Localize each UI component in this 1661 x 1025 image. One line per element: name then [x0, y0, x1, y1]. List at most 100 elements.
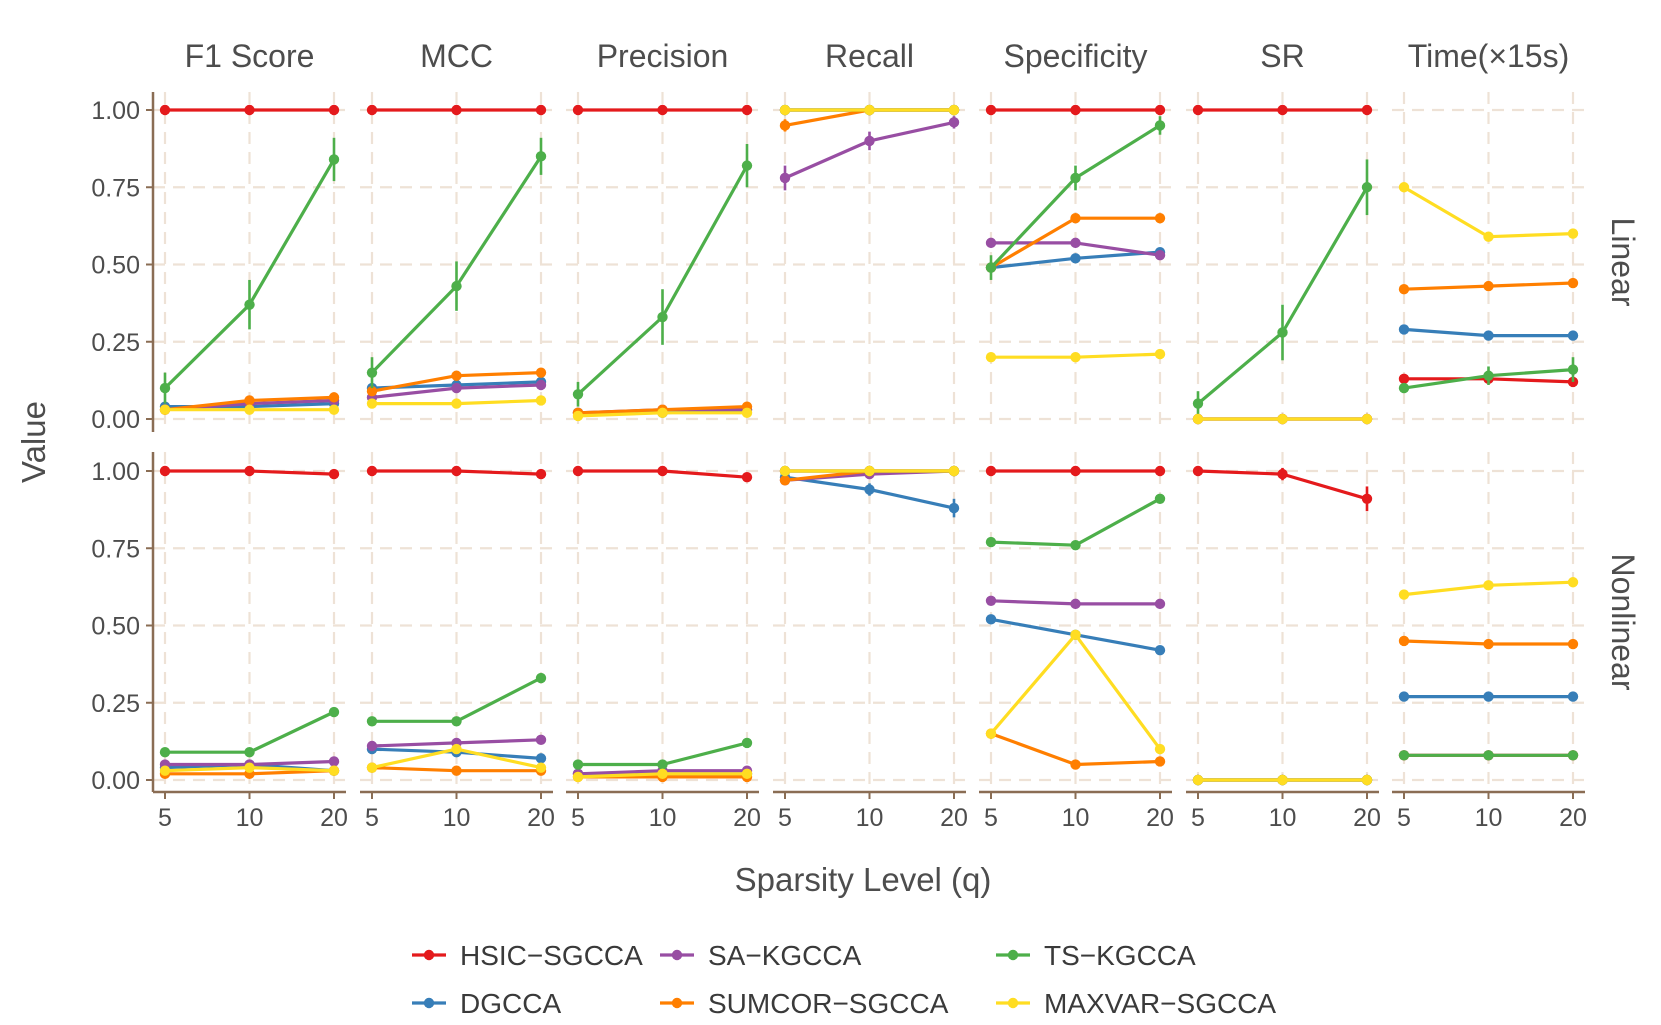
data-point-maxvar-sgcca: [657, 768, 668, 780]
data-point-ts-kgcca: [328, 154, 340, 165]
x-tick-label: 5: [984, 804, 998, 832]
data-point-sumcor-sgcca: [1567, 638, 1579, 650]
data-point-dgcca: [1483, 691, 1494, 702]
data-point-sa-kgcca: [328, 756, 340, 767]
x-tick-label: 10: [1062, 804, 1090, 832]
data-point-hsic-sgcca: [657, 104, 668, 116]
data-point-ts-kgcca: [535, 672, 547, 684]
data-point-hsic-sgcca: [985, 104, 997, 116]
data-point-ts-kgcca: [985, 536, 997, 548]
data-point-sumcor-sgcca: [1154, 212, 1166, 224]
data-point-ts-kgcca: [451, 716, 462, 727]
data-point-maxvar-sgcca: [1192, 774, 1204, 786]
data-point-ts-kgcca: [741, 160, 753, 171]
data-point-sumcor-sgcca: [1567, 277, 1579, 289]
data-point-ts-kgcca: [1567, 750, 1579, 761]
data-point-dgcca: [1070, 253, 1081, 264]
data-point-maxvar-sgcca: [535, 762, 547, 773]
data-point-hsic-sgcca: [741, 104, 753, 116]
y-axis-title: Value: [15, 401, 52, 483]
data-point-sa-kgcca: [779, 172, 791, 184]
data-point-maxvar-sgcca: [366, 762, 378, 773]
data-point-maxvar-sgcca: [864, 104, 875, 116]
data-point-hsic-sgcca: [572, 465, 584, 477]
data-point-ts-kgcca: [159, 746, 171, 758]
data-point-maxvar-sgcca: [1361, 413, 1373, 425]
data-point-maxvar-sgcca: [451, 743, 462, 755]
data-point-sa-kgcca: [1154, 250, 1166, 261]
data-point-maxvar-sgcca: [366, 398, 378, 409]
series-line-maxvar-sgcca: [989, 633, 1162, 751]
data-point-maxvar-sgcca: [328, 765, 340, 776]
data-point-maxvar-sgcca: [1567, 577, 1579, 588]
data-point-hsic-sgcca: [159, 104, 171, 116]
data-point-maxvar-sgcca: [1070, 629, 1081, 640]
data-point-maxvar-sgcca: [572, 410, 584, 422]
data-point-maxvar-sgcca: [244, 762, 255, 773]
data-point-ts-kgcca: [1567, 364, 1579, 375]
x-tick-label: 10: [443, 804, 471, 832]
data-point-maxvar-sgcca: [1277, 413, 1288, 425]
data-point-hsic-sgcca: [1070, 104, 1081, 116]
data-point-hsic-sgcca: [451, 465, 462, 477]
data-point-ts-kgcca: [244, 746, 255, 758]
x-tick-label: 5: [778, 804, 792, 832]
data-point-sa-kgcca: [535, 379, 547, 391]
x-axis-title: Sparsity Level (q): [735, 861, 992, 898]
data-point-sumcor-sgcca: [1483, 280, 1494, 292]
x-tick-label: 20: [733, 804, 761, 832]
x-tick-label: 20: [940, 804, 968, 832]
data-point-maxvar-sgcca: [451, 398, 462, 409]
x-tick-label: 20: [1559, 804, 1587, 832]
data-point-ts-kgcca: [366, 716, 378, 727]
x-tick-label: 5: [365, 804, 379, 832]
data-point-maxvar-sgcca: [572, 771, 584, 783]
legend-label-sumcor-sgcca: SUMCOR−SGCCA: [708, 988, 949, 1019]
facet-column-title-mcc: MCC: [420, 38, 493, 74]
data-point-maxvar-sgcca: [948, 104, 960, 116]
data-point-sumcor-sgcca: [328, 392, 340, 403]
data-point-maxvar-sgcca: [985, 352, 997, 363]
legend-marker-ts-kgcca: [1007, 949, 1019, 961]
data-point-dgcca: [864, 484, 875, 495]
data-point-sumcor-sgcca: [1398, 284, 1410, 295]
x-tick-label: 10: [1475, 804, 1503, 832]
x-tick-label: 10: [1269, 804, 1297, 832]
data-point-maxvar-sgcca: [657, 407, 668, 419]
data-point-ts-kgcca: [657, 759, 668, 770]
data-point-maxvar-sgcca: [1483, 231, 1494, 242]
data-point-sumcor-sgcca: [1398, 635, 1410, 647]
data-point-sumcor-sgcca: [779, 120, 791, 131]
y-tick-label: 0.75: [91, 174, 140, 202]
data-point-sumcor-sgcca: [366, 385, 378, 397]
data-point-ts-kgcca: [1154, 120, 1166, 131]
legend-marker-sumcor-sgcca: [671, 997, 683, 1009]
data-point-maxvar-sgcca: [1192, 413, 1204, 425]
data-point-ts-kgcca: [1192, 398, 1204, 409]
data-point-maxvar-sgcca: [535, 395, 547, 406]
data-point-ts-kgcca: [1070, 172, 1081, 184]
data-point-hsic-sgcca: [244, 104, 255, 116]
data-point-maxvar-sgcca: [985, 728, 997, 739]
data-point-hsic-sgcca: [328, 104, 340, 116]
data-point-hsic-sgcca: [1277, 468, 1288, 480]
data-point-ts-kgcca: [985, 262, 997, 273]
data-point-ts-kgcca: [1398, 750, 1410, 761]
data-point-dgcca: [985, 614, 997, 625]
data-point-sa-kgcca: [1070, 237, 1081, 249]
data-point-maxvar-sgcca: [1361, 774, 1373, 786]
data-point-ts-kgcca: [366, 367, 378, 378]
data-point-hsic-sgcca: [1192, 104, 1204, 116]
data-point-sumcor-sgcca: [1154, 756, 1166, 767]
facet-column-title-time-15s: Time(×15s): [1408, 38, 1570, 74]
data-point-maxvar-sgcca: [864, 465, 875, 477]
data-point-ts-kgcca: [1361, 182, 1373, 193]
data-point-dgcca: [1567, 691, 1579, 702]
data-point-ts-kgcca: [1483, 370, 1494, 381]
data-point-maxvar-sgcca: [1070, 352, 1081, 363]
data-point-ts-kgcca: [1154, 493, 1166, 505]
y-tick-label: 0.25: [91, 690, 140, 718]
data-point-ts-kgcca: [1277, 327, 1288, 338]
data-point-sa-kgcca: [535, 734, 547, 746]
